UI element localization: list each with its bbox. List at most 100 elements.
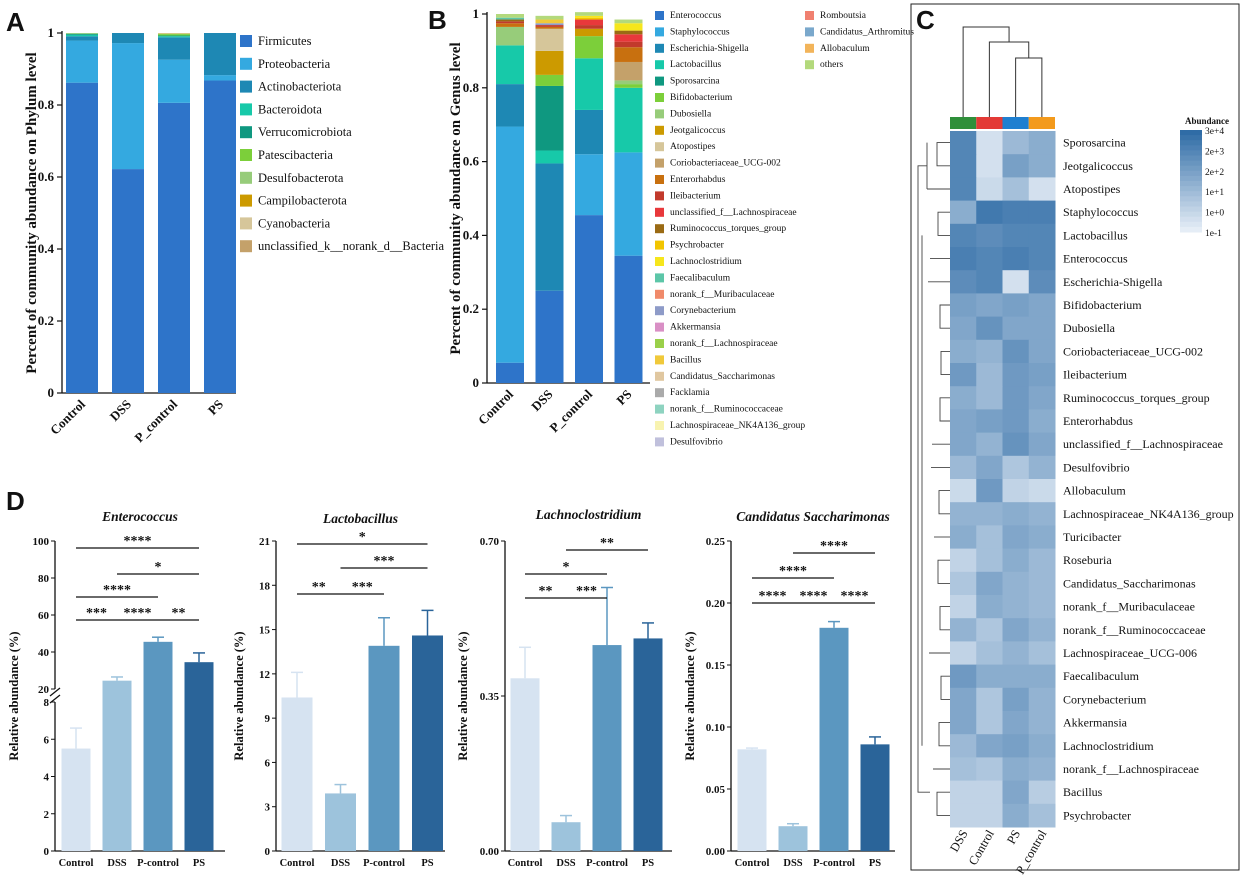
- y-tick-label: 0.8: [463, 80, 480, 95]
- legend-label-ileibacterium: Ileibacterium: [670, 191, 721, 201]
- stack-segment-actinobacteriota: [204, 33, 236, 76]
- heatmap-cell: [1028, 200, 1056, 225]
- heatmap-legend-gradient-step: [1180, 206, 1202, 213]
- heatmap-cell: [1002, 687, 1030, 712]
- stack-segment-proteobacteria: [204, 75, 236, 81]
- stack-segment-firmicutes: [66, 82, 98, 394]
- stack-segment-bifidobacterium: [614, 84, 643, 88]
- heatmap-row-label-coriobacteriaceae-ucg-002: Coriobacteriaceae_UCG-002: [1063, 344, 1203, 358]
- heatmap-cell: [1028, 154, 1056, 178]
- heatmap-cell: [976, 386, 1003, 410]
- x-tick-label: DSS: [528, 387, 555, 414]
- row-dendrogram-branch: [939, 606, 950, 631]
- x-tick-label: Control: [735, 858, 770, 869]
- heatmap-cell: [1002, 780, 1030, 805]
- heatmap-cell: [950, 757, 977, 782]
- heatmap-row-label-candidatus-saccharimonas: Candidatus_Saccharimonas: [1063, 576, 1196, 590]
- y-axis-title: Relative abundance (%): [456, 631, 470, 760]
- y-tick-label: 0: [473, 375, 480, 390]
- heatmap-cell: [950, 664, 977, 689]
- y-tick-label: 0.6: [38, 169, 55, 184]
- stack-segment-lactobacillus: [535, 150, 564, 164]
- y-tick-label: 6: [44, 734, 50, 746]
- stack-segment-lachnoclostridium: [614, 23, 643, 31]
- heatmap-cell: [950, 780, 977, 805]
- stack-segment-lactobacillus: [575, 58, 603, 110]
- stack-segment-atopostipes: [535, 28, 564, 51]
- legend-label-lachnoclostridium: Lachnoclostridium: [670, 257, 742, 267]
- column-dendrogram-branch: [962, 26, 1010, 117]
- x-tick-label: Control: [475, 386, 516, 427]
- heatmap-cell: [950, 734, 977, 758]
- heatmap-cell: [1002, 386, 1030, 410]
- legend-label-lactobacillus: Lactobacillus: [670, 60, 721, 70]
- x-tick-label: P_control: [131, 396, 180, 445]
- legend-label-others: others: [820, 60, 844, 70]
- stack-segment-jeotgalicoccus: [535, 50, 564, 75]
- heatmap-cell: [950, 548, 977, 573]
- heatmap-cell: [1002, 293, 1030, 318]
- y-tick-label: 0.70: [480, 536, 500, 548]
- y-tick-label: 6: [265, 757, 271, 769]
- bar-control: [61, 748, 91, 851]
- heatmap-cell: [976, 177, 1003, 202]
- x-tick-label: P-control: [137, 858, 179, 869]
- heatmap-row-label-enterococcus: Enterococcus: [1063, 252, 1128, 266]
- significance-label: **: [539, 584, 553, 599]
- x-tick-label: DSS: [556, 858, 575, 869]
- significance-label: ***: [86, 606, 107, 621]
- heatmap-cell: [1028, 711, 1056, 735]
- heatmap-cell: [950, 687, 977, 712]
- heatmap-cell: [1002, 803, 1030, 828]
- heatmap-cell: [1002, 154, 1030, 178]
- heatmap-cell: [950, 386, 977, 410]
- bar-control: [510, 678, 540, 851]
- heatmap-cell: [950, 711, 977, 735]
- x-tick-label: Control: [59, 858, 94, 869]
- heatmap-cell: [1002, 711, 1030, 735]
- heatmap-cell: [976, 131, 1003, 155]
- heatmap-legend-tick: 1e+0: [1205, 209, 1224, 219]
- stack-segment-patescibacteria: [158, 34, 190, 36]
- chart-title: Lachnoclostridium: [535, 507, 642, 522]
- bar-p-control: [592, 645, 622, 851]
- stack-segment-enterorhabdus: [535, 26, 564, 29]
- heatmap-legend-gradient-step: [1180, 211, 1202, 218]
- row-dendrogram-branch: [938, 490, 950, 515]
- heatmap-cell: [1028, 502, 1056, 526]
- significance-label: *: [563, 560, 570, 575]
- stack-segment-actinobacteriota: [66, 36, 98, 41]
- heatmap-row-label-psychrobacter: Psychrobacter: [1063, 808, 1131, 822]
- legend-swatch-jeotgalicoccus: [655, 125, 664, 135]
- legend-swatch-akkermansia: [655, 322, 664, 332]
- legend-swatch-lachnospiraceae-nk4a136-group: [655, 421, 664, 430]
- heatmap-cell: [976, 247, 1003, 271]
- legend-label-unclassified-f-lachnospiraceae: unclassified_f__Lachnospiraceae: [670, 207, 797, 218]
- significance-label: ****: [124, 534, 152, 549]
- stack-segment-escherichia-shigella: [535, 163, 564, 291]
- legend-swatch-staphylococcus: [655, 27, 664, 37]
- heatmap-row-label-sporosarcina: Sporosarcina: [1063, 136, 1126, 150]
- heatmap-legend-gradient-step: [1180, 150, 1202, 156]
- legend-label-bacteroidota: Bacteroidota: [258, 102, 322, 116]
- heatmap-legend-gradient-step: [1180, 160, 1202, 167]
- chart-c-heatmap: Sporosarcina Jeotgalicoccus Atopostipes Sta…: [910, 3, 1240, 877]
- stack-segment-psychrobacter: [575, 17, 603, 20]
- row-dendrogram-branch: [940, 675, 950, 700]
- bar-ps: [860, 744, 890, 851]
- y-tick-label: 0.00: [706, 846, 726, 858]
- heatmap-legend-gradient-step: [1180, 181, 1202, 187]
- stack-segment-ileibacterium: [496, 21, 524, 24]
- y-tick-label: 0.15: [706, 660, 726, 672]
- x-tick-label: DSS: [783, 858, 802, 869]
- bar-p-control: [368, 645, 400, 851]
- heatmap-legend-gradient-step: [1180, 216, 1202, 223]
- heatmap-cell: [976, 339, 1003, 364]
- stack-segment-enterorhabdus: [496, 23, 524, 27]
- heatmap-cell: [1028, 223, 1056, 248]
- heatmap-row-label-lachnoclostridium: Lachnoclostridium: [1063, 739, 1154, 753]
- heatmap-cell: [976, 780, 1003, 805]
- x-tick-label: PS: [869, 858, 881, 869]
- legend-swatch-campilobacterota: [240, 194, 252, 207]
- legend-swatch-lachnoclostridium: [655, 257, 664, 266]
